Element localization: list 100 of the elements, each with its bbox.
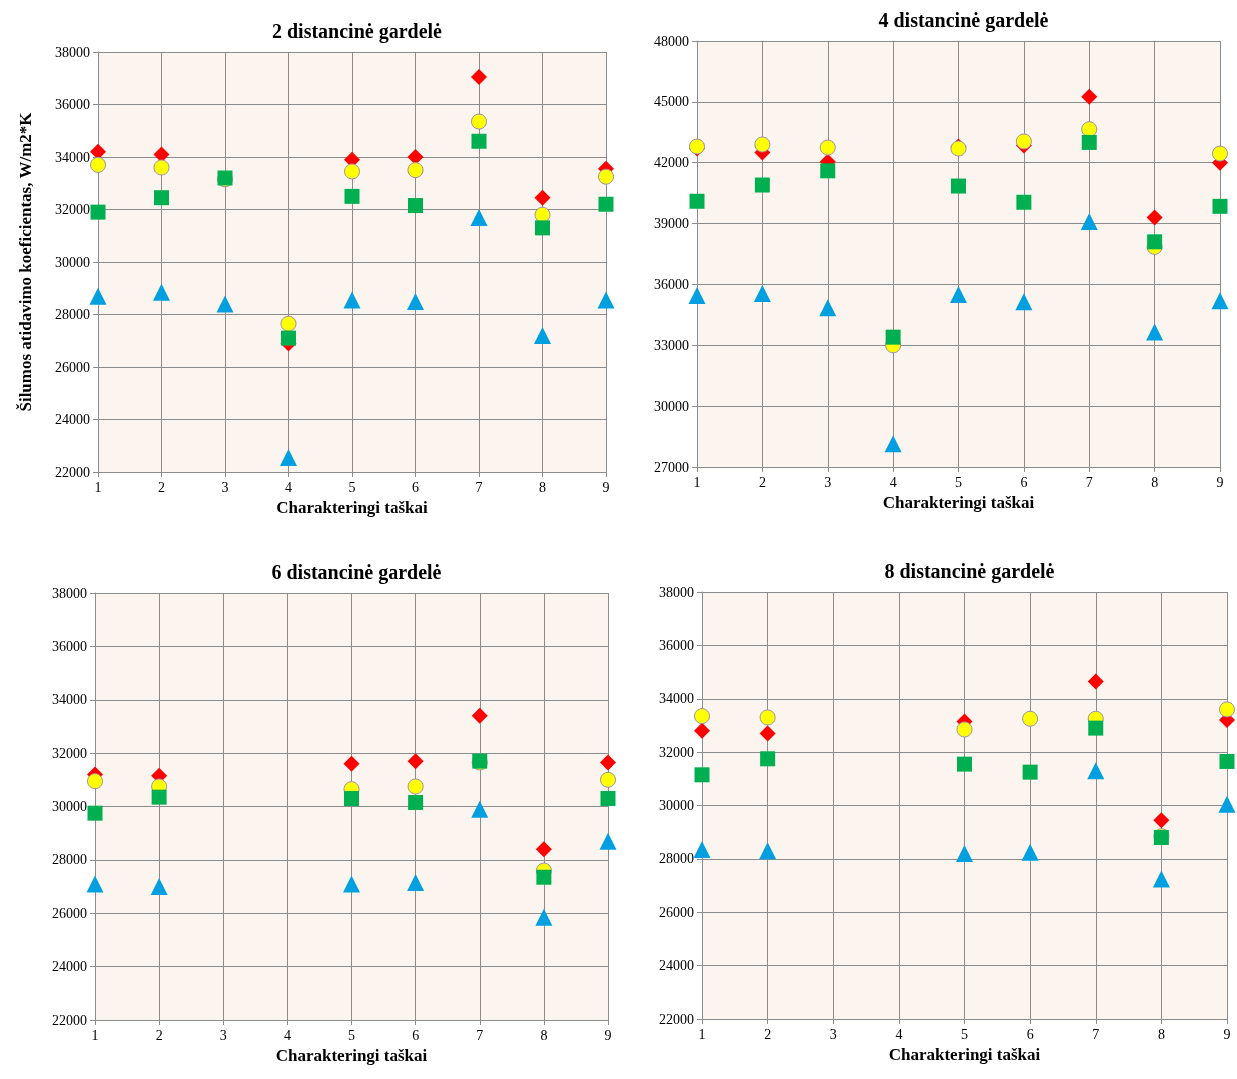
point [150,878,168,896]
y-tick-label: 22000 [52,1012,87,1028]
point [819,299,837,317]
point [597,291,615,309]
x-tick-label: 2 [758,474,766,490]
point [600,754,616,771]
x-tick-label: 3 [829,1026,837,1042]
point [90,143,106,160]
x-tick-label: 5 [961,1026,968,1042]
x-tick-label: 6 [412,479,419,495]
point [753,285,771,303]
x-tick-label: 4 [285,479,292,495]
point [1147,234,1163,250]
y-axis-title: Šilumos atidavimo koeficientas, W/m2*K [16,111,35,412]
point [407,778,424,795]
y-tick-label: 24000 [55,412,90,427]
point [90,204,106,220]
x-tick-label: 1 [91,1027,99,1043]
x-tick-label: 9 [604,1027,612,1043]
y-tick-label: 38000 [55,44,90,60]
point [408,198,423,214]
point [759,709,776,726]
x-tick-label: 7 [476,1027,484,1043]
point [1146,323,1164,341]
y-tick-label: 48000 [654,33,689,49]
point [86,875,104,893]
point [1219,753,1235,769]
point [281,330,296,346]
y-tick-label: 27000 [654,459,689,475]
x-tick-label: 9 [1216,474,1224,490]
x-axis-title: Charakteringi taškai [882,492,1035,512]
y-tick-label: 45000 [654,94,689,110]
y-tick-label: 36000 [52,638,87,654]
point [280,449,297,467]
point [1212,198,1228,214]
point [407,292,424,310]
x-tick-label: 5 [955,474,962,490]
y-tick-label: 30000 [654,398,689,414]
y-tick-label: 26000 [52,905,87,921]
point [534,206,551,223]
point [819,139,836,156]
x-tick-label: 9 [602,479,610,495]
point [1087,673,1104,690]
point [407,874,425,892]
point [1211,292,1229,310]
point [535,841,552,858]
y-tick-label: 26000 [55,359,90,375]
point [1080,213,1098,231]
point [536,869,552,885]
point [153,283,170,301]
point [216,295,234,313]
point [343,875,360,893]
point [344,188,360,204]
point [754,136,771,153]
chart-title: 6 distancinė gardelė [271,561,442,584]
point [694,722,710,739]
y-tick-label: 24000 [52,959,87,975]
y-tick-label: 30000 [55,254,90,270]
x-tick-label: 8 [540,1027,548,1043]
x-tick-label: 1 [698,1026,706,1042]
point [598,168,614,185]
y-tick-label: 36000 [659,637,694,653]
point [344,163,360,180]
point [600,771,616,788]
x-tick-label: 8 [1151,474,1159,490]
point [1219,701,1235,718]
point [153,159,170,176]
chart-title: 4 distancinė gardelė [878,9,1049,32]
chart-title: 8 distancinė gardelė [884,560,1055,583]
point [820,163,836,179]
x-tick-label: 2 [158,479,165,495]
point [535,220,550,236]
y-tick-label: 36000 [654,276,689,292]
x-tick-label: 6 [1026,1026,1034,1042]
y-tick-label: 22000 [659,1011,694,1027]
point [343,755,360,772]
point [1212,145,1228,162]
point [694,767,710,783]
point [280,315,297,332]
point [153,146,170,163]
point [956,845,973,863]
point [471,800,489,818]
x-tick-label: 6 [1020,474,1028,490]
point [1022,710,1039,727]
point [87,773,103,790]
y-tick-label: 34000 [659,691,694,707]
point [535,908,553,926]
y-tick-label: 38000 [52,585,87,601]
point [151,789,167,805]
y-tick-label: 42000 [654,155,689,171]
y-tick-label: 38000 [659,584,694,600]
y-tick-label: 32000 [659,744,694,760]
y-tick-label: 26000 [659,904,694,920]
y-tick-label: 34000 [52,692,87,708]
point [760,751,776,767]
point [689,193,705,209]
x-tick-label: 7 [1092,1026,1100,1042]
point [1087,762,1105,780]
point [344,790,359,806]
y-tick-label: 28000 [55,307,90,322]
